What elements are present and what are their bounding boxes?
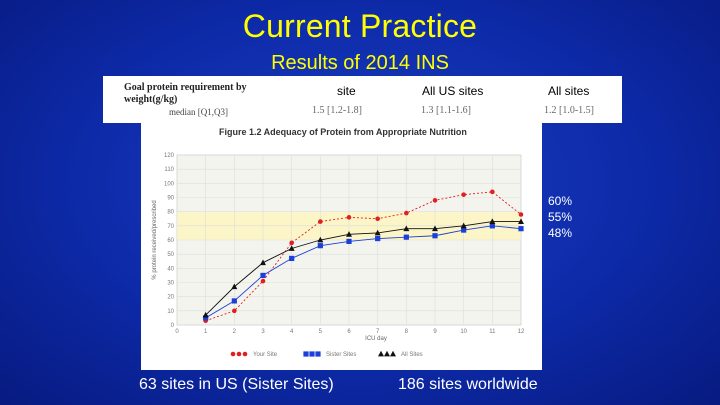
series-line-sister-sites	[205, 225, 522, 319]
percentage-sister-sites: 55%	[548, 210, 573, 224]
data-point-sister-sites	[403, 234, 409, 240]
x-tick-label: 10	[460, 329, 467, 335]
data-point-all-sites	[489, 218, 496, 224]
x-tick-label: 0	[175, 329, 179, 335]
y-tick-label: 50	[167, 252, 174, 258]
legend-swatch-all-sites	[384, 350, 390, 357]
data-point-sister-sites	[375, 235, 381, 242]
legend-swatch-all-sites	[390, 350, 396, 357]
value-site: 1.5 [1.2-1.8]	[312, 105, 362, 116]
data-point-your-site	[375, 216, 380, 222]
data-point-all-sites	[231, 283, 238, 290]
x-tick-label: 4	[290, 329, 294, 335]
data-point-sister-sites	[346, 238, 352, 245]
data-point-sister-sites	[489, 223, 495, 229]
value-all-sites: 1.2 [1.0-1.5]	[544, 105, 594, 116]
legend-swatch-all-sites	[378, 350, 384, 357]
data-point-your-site	[346, 215, 352, 220]
data-point-all-sites	[374, 229, 381, 236]
data-point-sister-sites	[432, 233, 438, 239]
y-tick-label: 70	[167, 224, 174, 230]
x-tick-label: 3	[261, 329, 265, 335]
data-point-sister-sites	[231, 298, 237, 304]
x-tick-label: 8	[405, 329, 409, 335]
legend-swatch-sister-sites	[309, 351, 315, 357]
y-tick-label: 30	[167, 281, 174, 287]
series-line-your-site	[205, 191, 522, 322]
data-point-sister-sites	[289, 255, 295, 262]
caption-sister-sites: 63 sites in US (Sister Sites)	[139, 376, 334, 393]
x-tick-label: 1	[204, 329, 208, 335]
legend-label-your-site: Your Site	[253, 352, 278, 358]
data-point-your-site	[432, 198, 438, 203]
legend-swatch-sister-sites	[315, 351, 321, 357]
row-sublabel: median [Q1,Q3]	[169, 107, 228, 117]
y-tick-label: 110	[164, 167, 174, 173]
data-point-your-site	[404, 210, 409, 216]
data-point-all-sites	[432, 225, 438, 232]
data-point-your-site	[518, 212, 524, 217]
chart-panel: Figure 1.2 Adequacy of Protein from Appr…	[141, 123, 542, 370]
data-point-sister-sites	[260, 272, 266, 279]
row-label-line1: Goal protein requirement by	[124, 82, 247, 93]
data-point-all-sites	[202, 311, 209, 318]
data-point-your-site	[461, 192, 466, 197]
data-point-all-sites	[260, 259, 266, 266]
data-point-your-site	[318, 219, 323, 224]
y-tick-label: 80	[167, 210, 174, 216]
legend-label-sister-sites: Sister Sites	[326, 352, 356, 358]
data-point-your-site	[260, 278, 266, 284]
chart-title: Figure 1.2 Adequacy of Protein from Appr…	[219, 127, 467, 137]
column-header-all-sites: All sites	[548, 84, 590, 98]
value-all-us-sites: 1.3 [1.1-1.6]	[421, 105, 471, 116]
slide-title: Current Practice	[242, 8, 478, 44]
legend-swatch-your-site	[230, 351, 236, 357]
data-point-all-sites	[317, 236, 324, 243]
legend-swatch-your-site	[242, 351, 248, 357]
data-point-all-sites	[403, 225, 410, 232]
x-tick-label: 2	[233, 329, 237, 335]
data-point-all-sites	[518, 218, 524, 224]
data-point-sister-sites	[518, 226, 524, 232]
y-tick-label: 100	[164, 181, 175, 187]
row-label-line2: weight(g/kg)	[124, 94, 178, 105]
percentage-all-sites: 48%	[548, 226, 573, 240]
y-tick-label: 0	[171, 323, 175, 329]
y-tick-label: 90	[167, 196, 174, 202]
legend-swatch-sister-sites	[303, 351, 309, 357]
x-tick-label: 6	[347, 329, 351, 335]
column-header-site: site	[337, 84, 356, 98]
x-tick-label: 9	[433, 329, 437, 335]
x-tick-label: 12	[518, 329, 525, 335]
series-line-all-sites	[205, 221, 521, 316]
y-tick-label: 40	[167, 266, 174, 272]
caption-worldwide: 186 sites worldwide	[398, 376, 538, 393]
x-tick-label: 11	[489, 329, 496, 335]
protein-goal-table: Goal protein requirement by weight(g/kg)…	[103, 76, 622, 123]
y-axis-label: % protein received/prescribed	[152, 200, 158, 279]
data-point-your-site	[289, 240, 294, 246]
legend-label-all-sites: All Sites	[401, 352, 423, 358]
data-point-all-sites	[288, 245, 295, 251]
data-point-sister-sites	[317, 243, 323, 249]
data-point-sister-sites	[203, 315, 209, 321]
x-axis-label: ICU day	[365, 336, 387, 342]
x-tick-label: 7	[376, 329, 380, 335]
protein-adequacy-chart: Figure 1.2 Adequacy of Protein from Appr…	[152, 127, 525, 358]
y-tick-label: 120	[164, 153, 175, 159]
y-tick-label: 60	[167, 238, 174, 244]
data-point-your-site	[490, 189, 495, 195]
y-tick-label: 10	[167, 309, 174, 315]
legend-swatch-your-site	[236, 351, 242, 357]
data-point-your-site	[232, 308, 237, 314]
y-tick-label: 20	[167, 295, 174, 301]
data-point-sister-sites	[461, 227, 467, 233]
data-point-all-sites	[346, 231, 352, 237]
column-header-all-us-sites: All US sites	[422, 84, 484, 98]
slide-subtitle: Results of 2014 INS	[271, 52, 449, 74]
data-point-all-sites	[460, 222, 467, 229]
percentage-your-site: 60%	[548, 194, 573, 208]
x-tick-label: 5	[319, 329, 323, 335]
